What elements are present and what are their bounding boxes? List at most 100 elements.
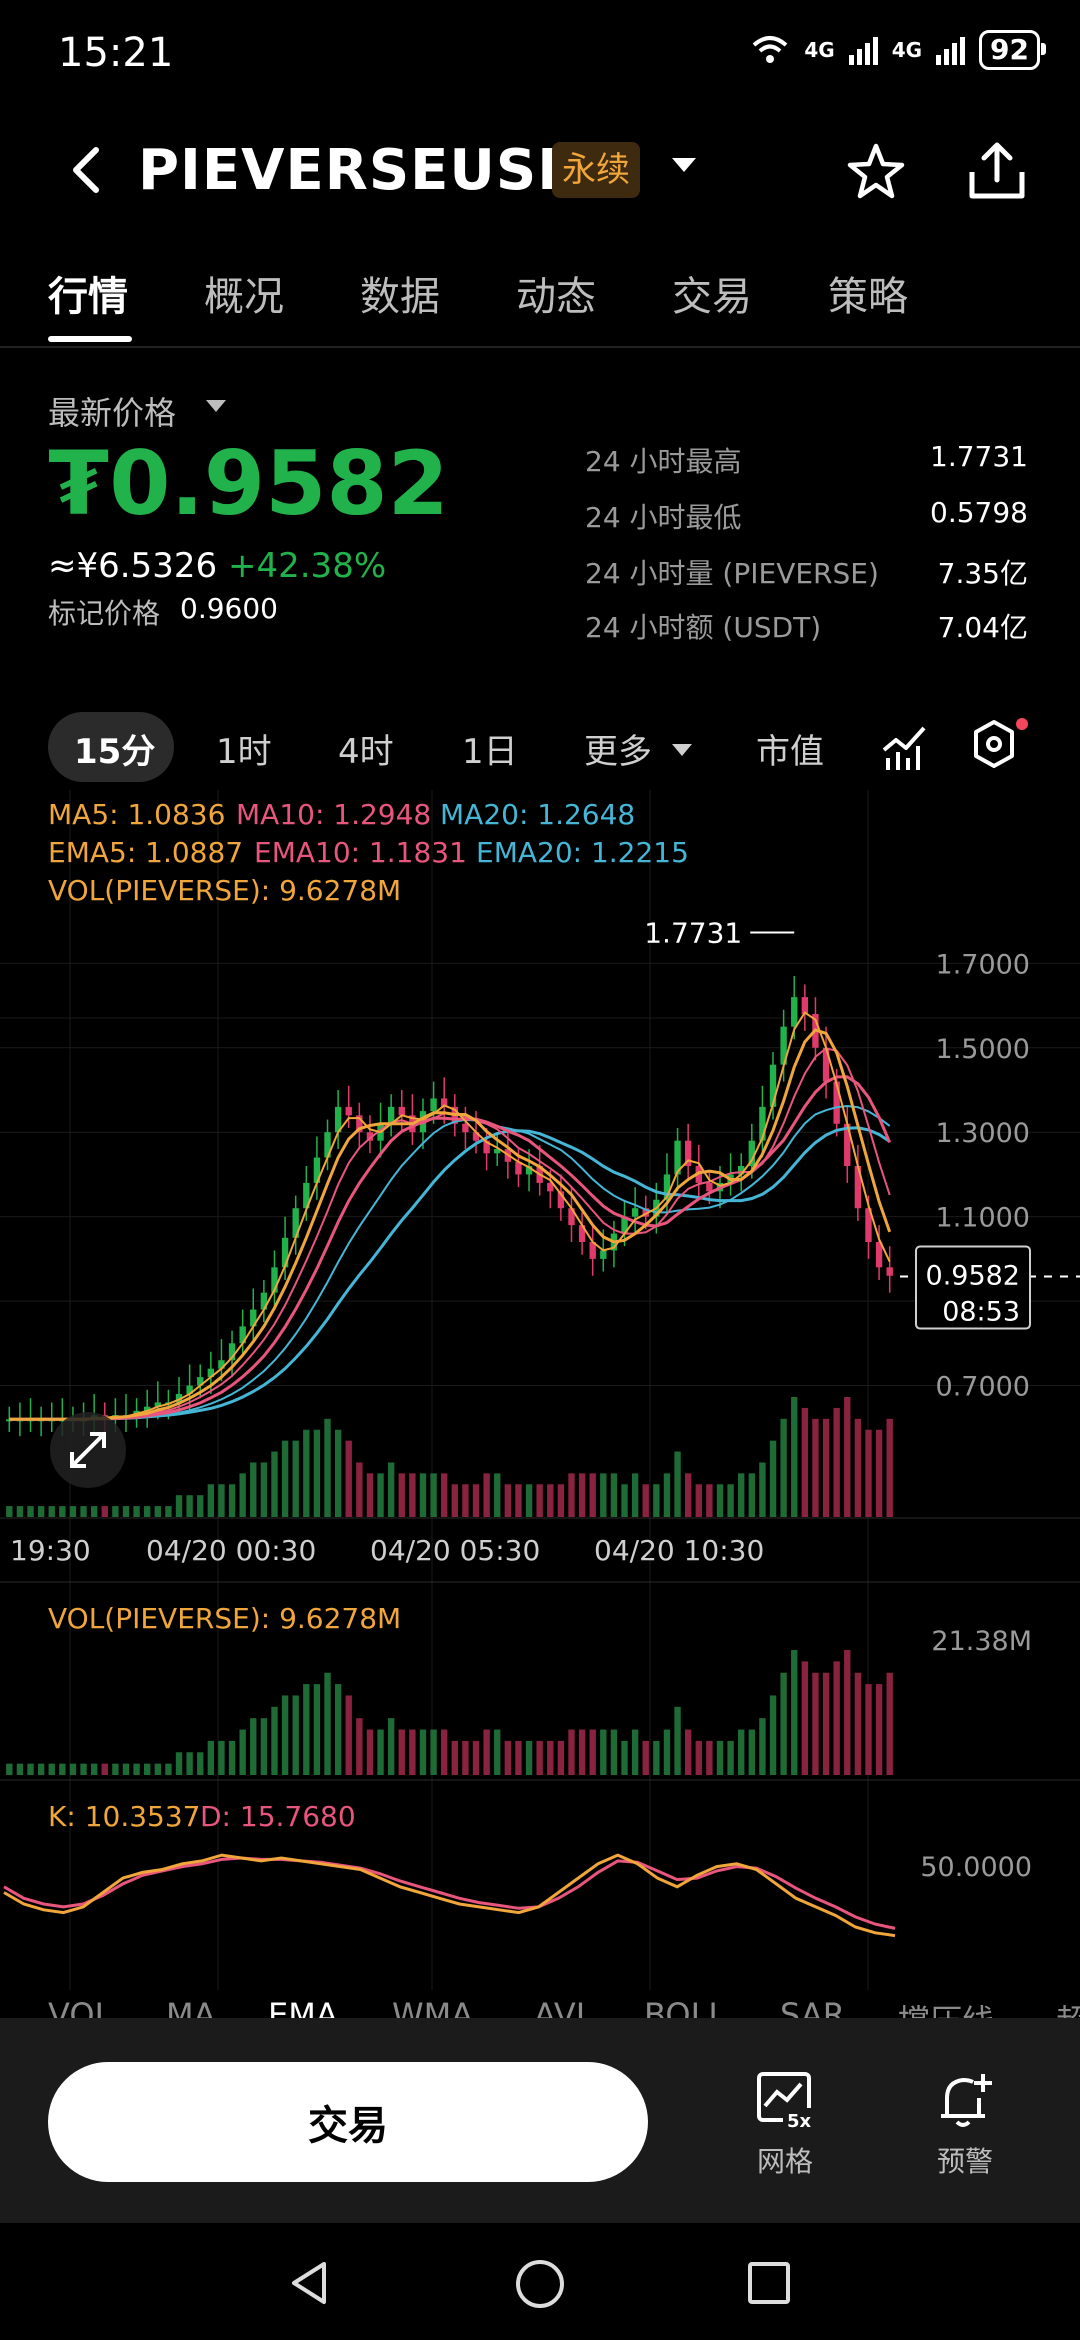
overlay-volume-bar: [345, 1440, 352, 1517]
price-chart[interactable]: 1.70001.50001.30001.10000.90000.7000MA5:…: [0, 790, 1080, 1990]
candle-body: [791, 997, 798, 1027]
volume-bar: [854, 1672, 862, 1775]
candle-body: [578, 1225, 586, 1242]
tab-strategy[interactable]: 策略: [828, 274, 908, 320]
current-price-box: [915, 1245, 1031, 1330]
overlay-volume-bar: [791, 1397, 798, 1517]
candle-body: [313, 1157, 321, 1183]
overlay-volume-bar: [281, 1440, 289, 1517]
volume-bar: [663, 1729, 671, 1775]
kd-level-label: 50.0000: [920, 1852, 1032, 1883]
volume-bar: [472, 1740, 480, 1775]
battery-icon: 92: [979, 30, 1046, 70]
star-icon[interactable]: [844, 140, 908, 204]
chevron-down-icon[interactable]: [672, 158, 696, 172]
countdown-timer: 08:53: [942, 1297, 1020, 1328]
overlay-volume-bar: [738, 1473, 745, 1517]
y-tick-label: 1.7000: [936, 949, 1030, 980]
caret-down-icon[interactable]: [672, 744, 692, 756]
volume-bar: [144, 1763, 151, 1775]
overlay-volume-bar: [313, 1429, 321, 1517]
volume-bar: [377, 1729, 384, 1775]
volume-bar: [59, 1763, 66, 1775]
candle-body: [769, 1064, 777, 1107]
volume-bar: [812, 1672, 819, 1775]
candle-body: [441, 1098, 448, 1107]
grid-bot-button[interactable]: 5x 网格: [740, 2070, 830, 2180]
back-arrow-icon[interactable]: [62, 140, 112, 200]
candle-body: [865, 1208, 872, 1242]
volume-bar: [27, 1763, 34, 1775]
volume-bar: [727, 1740, 734, 1775]
volume-bar: [387, 1718, 395, 1775]
x-tick-label: 19:30: [10, 1534, 91, 1567]
volume-bar: [865, 1684, 872, 1775]
latest-price-label[interactable]: 最新价格: [48, 394, 177, 432]
nav-home-icon[interactable]: [514, 2258, 566, 2310]
grid-bot-icon: 5x: [757, 2072, 817, 2132]
timeframe-1d[interactable]: 1日: [462, 732, 518, 772]
overlay-volume-bar: [165, 1506, 172, 1517]
overlay-volume-bar: [706, 1484, 713, 1517]
overlay-volume-bar: [112, 1506, 119, 1517]
change-percent: +42.38%: [228, 546, 387, 586]
overlay-volume-bar: [631, 1473, 639, 1517]
overlay-volume-bar: [801, 1407, 809, 1517]
trade-button[interactable]: 交易: [48, 2062, 648, 2182]
overlay-volume-bar: [377, 1473, 384, 1517]
volume-bar: [313, 1684, 321, 1775]
overlay-volume-bar: [610, 1473, 618, 1517]
tab-data[interactable]: 数据: [360, 274, 440, 320]
candle-body: [281, 1237, 289, 1268]
candle-body: [334, 1106, 342, 1133]
indicator-icon[interactable]: [880, 720, 928, 772]
legend-ma: MA5: 1.0836: [48, 798, 225, 831]
candle-body: [801, 997, 809, 1014]
timeframe-15m[interactable]: 15分: [74, 732, 156, 772]
volume-bar: [483, 1729, 490, 1775]
candle-body: [218, 1360, 225, 1369]
tab-overview[interactable]: 概况: [204, 274, 284, 320]
settings-hex-icon[interactable]: [970, 718, 1018, 770]
volume-bar: [494, 1729, 501, 1775]
candle-body: [271, 1267, 278, 1293]
overlay-volume-bar: [398, 1473, 405, 1517]
overlay-volume-bar: [780, 1418, 787, 1517]
signal-icon-2: [936, 35, 966, 65]
volume-bar: [175, 1752, 183, 1775]
timeframe-active-pill[interactable]: [48, 712, 174, 782]
caret-down-icon[interactable]: [206, 400, 226, 412]
overlay-volume-bar: [822, 1418, 830, 1517]
overlay-volume-bar: [695, 1484, 702, 1517]
timeframe-4h[interactable]: 4时: [338, 732, 394, 772]
tab-news[interactable]: 动态: [516, 274, 596, 320]
tab-market[interactable]: 行情: [48, 274, 128, 320]
stat-volume-value: 7.35亿: [937, 557, 1028, 590]
overlay-volume-bar: [69, 1506, 77, 1517]
tab-trade[interactable]: 交易: [672, 274, 752, 320]
candle-body: [525, 1166, 533, 1175]
overlay-volume-bar: [536, 1484, 543, 1517]
share-icon[interactable]: [964, 138, 1030, 204]
system-nav-bar: [0, 2224, 1080, 2340]
perpetual-tag: 永续: [552, 142, 640, 198]
candle-body: [684, 1140, 692, 1166]
timeframe-market-cap[interactable]: 市值: [756, 732, 824, 772]
candle-body: [631, 1208, 639, 1217]
stat-low-label: 24 小时最低: [585, 501, 742, 534]
volume-bar: [822, 1672, 830, 1775]
overlay-volume-bar: [621, 1484, 628, 1517]
overlay-volume-bar: [886, 1418, 893, 1517]
symbol-title[interactable]: PIEVERSEUSDT: [138, 138, 624, 203]
volume-bar: [844, 1650, 851, 1775]
candle-body: [144, 1406, 151, 1411]
alert-button[interactable]: 预警: [920, 2070, 1010, 2180]
candle-body: [515, 1161, 522, 1175]
nav-recents-icon[interactable]: [746, 2260, 792, 2306]
timeframe-more[interactable]: 更多: [584, 732, 652, 772]
nav-back-icon[interactable]: [284, 2258, 334, 2308]
overlay-volume-bar: [48, 1506, 55, 1517]
timeframe-1h[interactable]: 1时: [216, 732, 272, 772]
candle-body: [207, 1368, 215, 1378]
overlay-volume-bar: [154, 1506, 161, 1517]
